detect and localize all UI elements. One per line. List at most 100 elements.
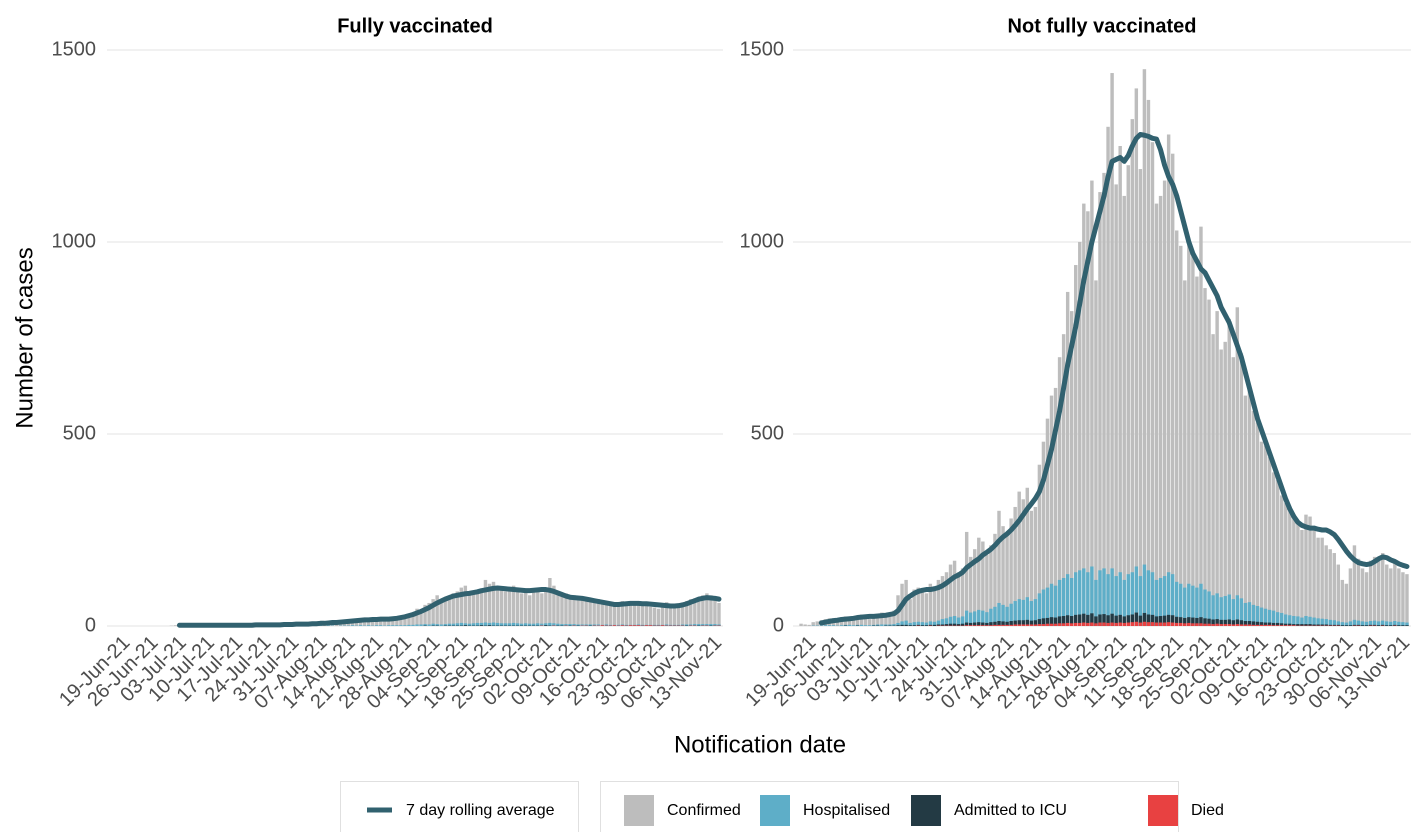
bar (366, 620, 371, 626)
bar (419, 624, 423, 626)
bar (1025, 619, 1029, 626)
bar (807, 624, 811, 626)
bar (592, 601, 596, 626)
bar (981, 622, 985, 626)
bar (977, 609, 981, 626)
bar (1223, 624, 1227, 626)
legend-label: 7 day rolling average (406, 802, 555, 819)
bar (1057, 357, 1062, 626)
bar (1300, 530, 1304, 626)
bar (1203, 623, 1207, 626)
bar (644, 604, 649, 626)
bar (969, 622, 973, 626)
bar (709, 624, 713, 626)
bar (892, 610, 896, 626)
bar (697, 624, 701, 626)
legend-box (600, 781, 1179, 832)
bar (544, 587, 548, 626)
bar (435, 595, 439, 626)
bar (689, 599, 693, 626)
bar (973, 625, 977, 626)
bar (1041, 624, 1046, 626)
bar (1275, 622, 1280, 626)
bar (1267, 457, 1272, 626)
bar (1069, 578, 1074, 626)
bar (1292, 616, 1296, 626)
bar (1082, 622, 1086, 626)
bar (524, 623, 528, 626)
bar (507, 587, 512, 626)
bar (1344, 625, 1349, 626)
bar (1227, 318, 1231, 626)
bar (1130, 622, 1135, 626)
bar (1082, 568, 1086, 626)
bar (1170, 615, 1175, 626)
bar (876, 624, 880, 626)
bar (1219, 597, 1223, 626)
bar (1118, 614, 1122, 626)
bar (455, 623, 459, 626)
bar (1001, 621, 1005, 626)
bar (1376, 560, 1381, 626)
bar (1130, 119, 1135, 627)
bar (616, 603, 621, 626)
bar (1146, 622, 1151, 626)
bar (1166, 572, 1171, 626)
bar (499, 623, 504, 626)
bar (1138, 615, 1143, 626)
bar (1292, 518, 1296, 626)
bar (1017, 599, 1021, 626)
bar (1175, 622, 1179, 626)
bar (636, 601, 641, 626)
bar (463, 585, 468, 626)
bar (1037, 464, 1042, 626)
bar (1215, 619, 1219, 626)
bar (717, 602, 721, 626)
bar (705, 593, 709, 626)
bar (1356, 620, 1361, 626)
bar (1146, 614, 1151, 626)
bar (379, 625, 383, 626)
bar (1110, 613, 1114, 626)
bar (920, 622, 924, 626)
bar (689, 624, 693, 626)
bar (1114, 576, 1118, 626)
bar (855, 615, 860, 626)
bar (548, 578, 552, 626)
bar (435, 624, 439, 626)
bar (973, 549, 977, 626)
bar (1364, 625, 1369, 626)
bar (1098, 570, 1102, 626)
bar (1211, 334, 1215, 626)
bar (1074, 572, 1078, 626)
bar (1033, 624, 1038, 626)
bar (1183, 280, 1187, 626)
bar (1389, 621, 1393, 626)
bar (1340, 625, 1345, 626)
bar (1223, 619, 1227, 626)
bar (1288, 615, 1292, 626)
bar (908, 625, 912, 626)
bar (1134, 88, 1139, 626)
bar (1296, 624, 1300, 626)
bar (1235, 307, 1240, 626)
bar (1292, 624, 1296, 626)
bar (1114, 622, 1118, 626)
legend-label: Admitted to ICU (954, 802, 1067, 819)
bar (884, 624, 888, 626)
bar (1005, 606, 1009, 626)
bar (568, 624, 572, 626)
bar (940, 619, 945, 626)
bar (495, 622, 500, 626)
bar (1320, 537, 1324, 626)
bar (584, 598, 588, 626)
bar (672, 624, 677, 626)
bar (1110, 73, 1114, 627)
bar (1275, 612, 1280, 626)
bar (1207, 618, 1211, 626)
bar (1162, 622, 1167, 626)
bar (1134, 621, 1139, 626)
bar (868, 625, 872, 626)
bar (977, 537, 981, 626)
bar (892, 624, 896, 626)
